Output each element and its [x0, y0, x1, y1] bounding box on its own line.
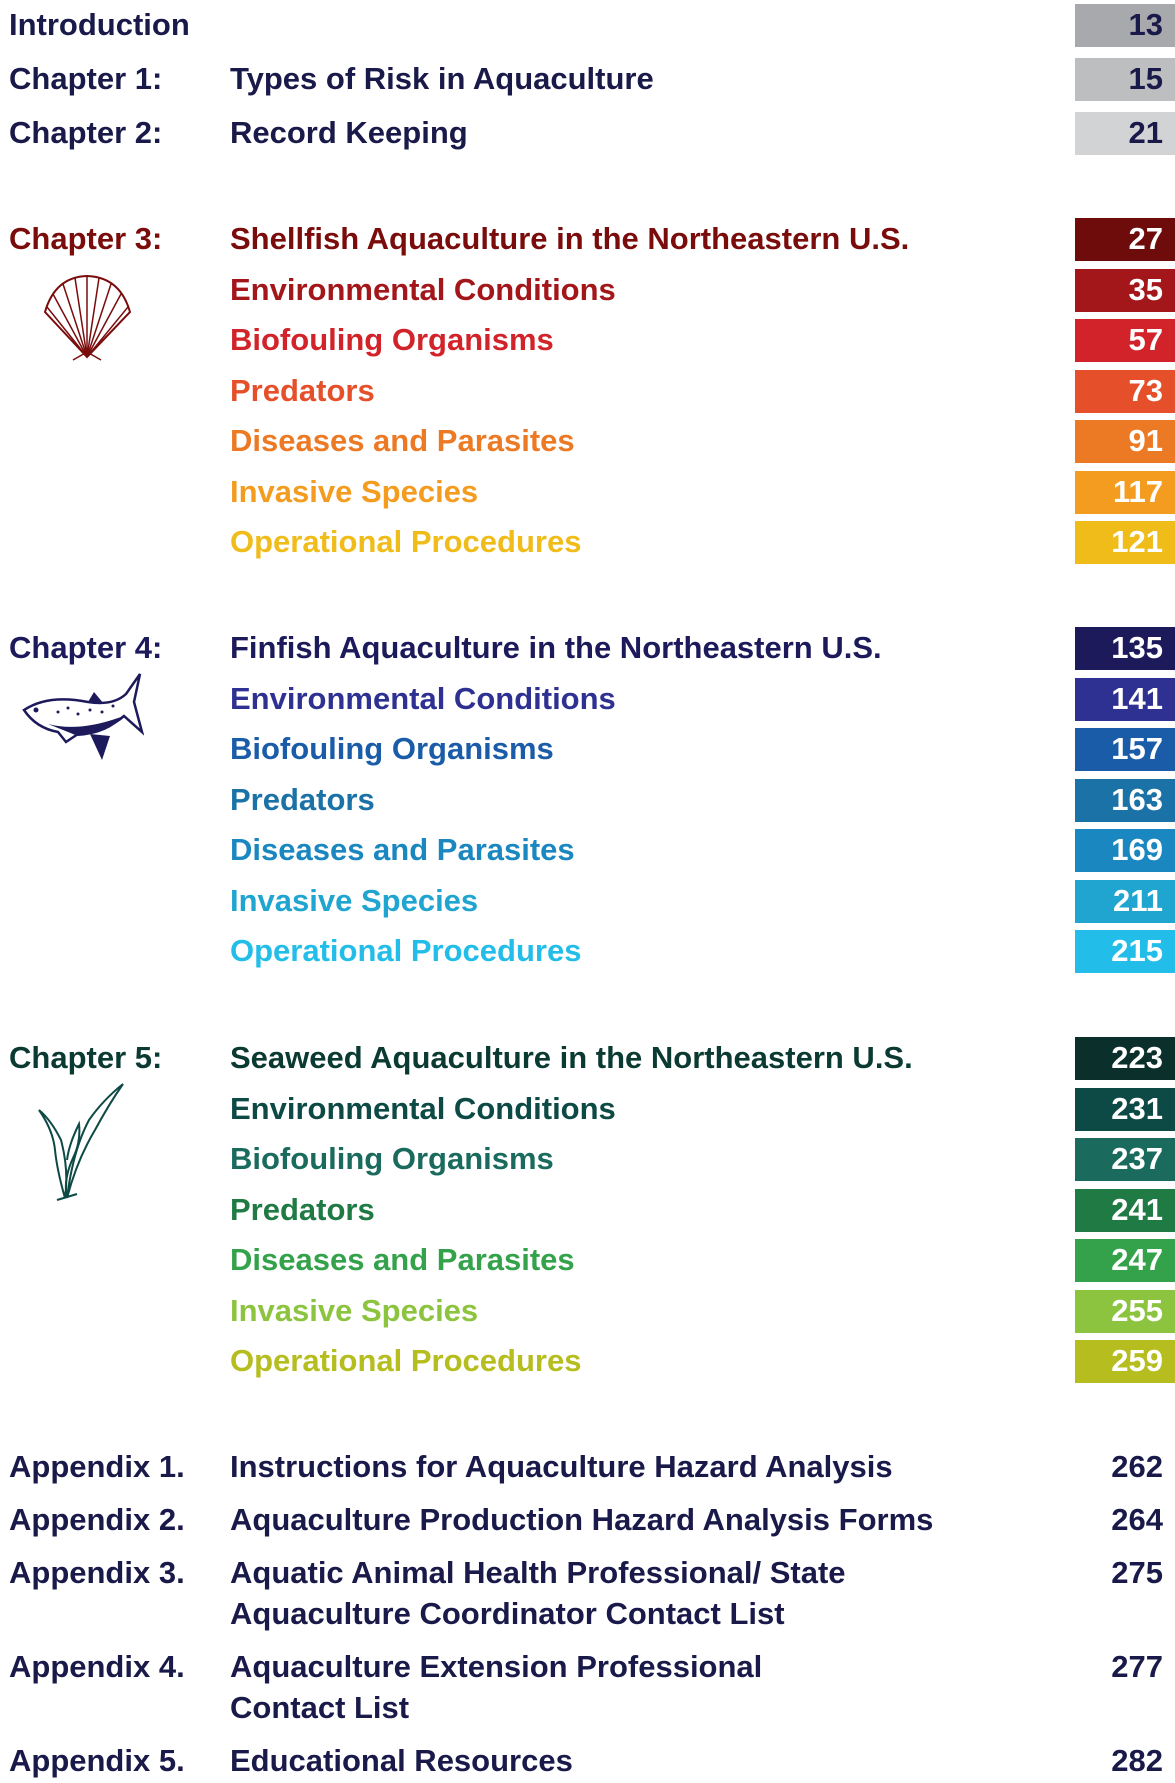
entry-title: Aquaculture Coordinator Contact List — [230, 1596, 785, 1632]
shell-icon — [35, 272, 140, 362]
entry-title: Operational Procedures — [230, 933, 581, 969]
page-number: 117 — [1063, 474, 1163, 510]
page-number: 237 — [1063, 1141, 1163, 1177]
entry-title: Diseases and Parasites — [230, 1242, 575, 1278]
entry-label: Chapter 5: — [9, 1040, 162, 1076]
entry-title: Invasive Species — [230, 883, 478, 919]
entry-title: Invasive Species — [230, 1293, 478, 1329]
page-number: 57 — [1063, 322, 1163, 358]
page-number: 259 — [1063, 1343, 1163, 1379]
entry-title: Predators — [230, 373, 375, 409]
entry-title: Aquaculture Extension Professional — [230, 1649, 762, 1685]
entry-title: Environmental Conditions — [230, 1091, 616, 1127]
entry-title: Finfish Aquaculture in the Northeastern … — [230, 630, 882, 666]
entry-title: Predators — [230, 782, 375, 818]
entry-title: Predators — [230, 1192, 375, 1228]
page-number: 27 — [1063, 221, 1163, 257]
page-number: 247 — [1063, 1242, 1163, 1278]
page-number: 21 — [1063, 115, 1163, 151]
toc-page: {"groups": [ {"number_color": "#ffffff",… — [0, 0, 1175, 1783]
entry-title: Types of Risk in Aquaculture — [230, 61, 654, 97]
page-number: 15 — [1063, 61, 1163, 97]
entry-title: Aquaculture Production Hazard Analysis F… — [230, 1502, 933, 1538]
entry-title: Instructions for Aquaculture Hazard Anal… — [230, 1449, 893, 1485]
fish-icon — [18, 672, 144, 764]
page-number: 73 — [1063, 373, 1163, 409]
page-number: 277 — [1063, 1649, 1163, 1685]
page-number: 169 — [1063, 832, 1163, 868]
entry-title: Contact List — [230, 1690, 409, 1726]
page-number: 215 — [1063, 933, 1163, 969]
page-number: 121 — [1063, 524, 1163, 560]
entry-title: Operational Procedures — [230, 1343, 581, 1379]
page-number: 275 — [1063, 1555, 1163, 1591]
entry-label: Chapter 1: — [9, 61, 162, 97]
page-number: 163 — [1063, 782, 1163, 818]
page-number: 264 — [1063, 1502, 1163, 1538]
page-number: 13 — [1063, 7, 1163, 43]
entry-label: Appendix 1. — [9, 1449, 185, 1485]
entry-title: Biofouling Organisms — [230, 322, 554, 358]
page-number: 91 — [1063, 423, 1163, 459]
page-number: 223 — [1063, 1040, 1163, 1076]
page-number: 262 — [1063, 1449, 1163, 1485]
entry-label: Appendix 3. — [9, 1555, 185, 1591]
entry-title: Aquatic Animal Health Professional/ Stat… — [230, 1555, 846, 1591]
entry-label: Introduction — [9, 7, 190, 43]
seaweed-icon — [33, 1080, 128, 1202]
page-number: 255 — [1063, 1293, 1163, 1329]
page-number: 35 — [1063, 272, 1163, 308]
page-number: 135 — [1063, 630, 1163, 666]
page-number: 211 — [1063, 883, 1163, 919]
entry-title: Operational Procedures — [230, 524, 581, 560]
entry-title: Diseases and Parasites — [230, 423, 575, 459]
entry-label: Chapter 4: — [9, 630, 162, 666]
entry-title: Diseases and Parasites — [230, 832, 575, 868]
entry-title: Shellfish Aquaculture in the Northeaster… — [230, 221, 909, 257]
page-number: 241 — [1063, 1192, 1163, 1228]
entry-title: Invasive Species — [230, 474, 478, 510]
entry-label: Chapter 2: — [9, 115, 162, 151]
entry-title: Record Keeping — [230, 115, 468, 151]
page-number: 141 — [1063, 681, 1163, 717]
entry-label: Appendix 4. — [9, 1649, 185, 1685]
entry-title: Seaweed Aquaculture in the Northeastern … — [230, 1040, 913, 1076]
entry-label: Appendix 5. — [9, 1743, 185, 1779]
page-number: 231 — [1063, 1091, 1163, 1127]
entry-title: Environmental Conditions — [230, 272, 616, 308]
page-number: 157 — [1063, 731, 1163, 767]
page-number: 282 — [1063, 1743, 1163, 1779]
entry-label: Chapter 3: — [9, 221, 162, 257]
entry-title: Environmental Conditions — [230, 681, 616, 717]
entry-title: Biofouling Organisms — [230, 1141, 554, 1177]
entry-title: Biofouling Organisms — [230, 731, 554, 767]
entry-title: Educational Resources — [230, 1743, 573, 1779]
entry-label: Appendix 2. — [9, 1502, 185, 1538]
